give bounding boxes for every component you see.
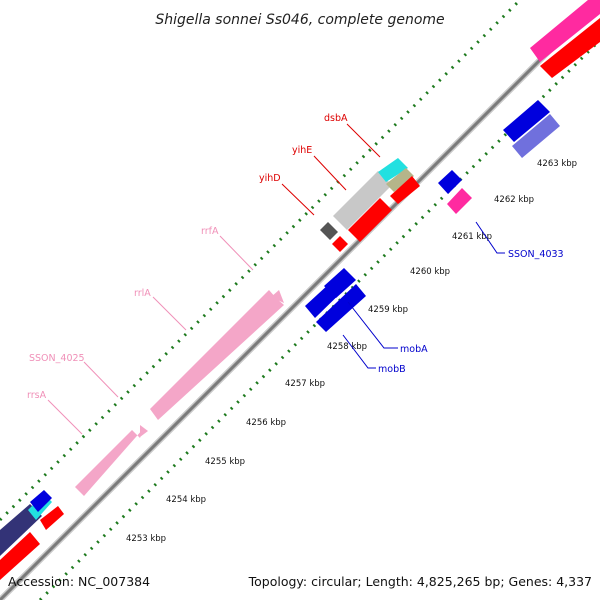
tick-label: 4262 kbp xyxy=(494,195,534,205)
gene-label-SSON_4025: SSON_4025 xyxy=(29,353,85,364)
dsbA-feature-khaki xyxy=(386,168,414,192)
red-cds-bottom-2 xyxy=(40,506,64,530)
tick-label: 4258 kbp xyxy=(327,342,367,352)
rrfA-feature xyxy=(271,290,284,303)
gene-label-rrlA: rrlA xyxy=(134,288,151,299)
yihE-feature xyxy=(333,171,392,230)
rrsA-tip xyxy=(140,425,148,437)
cds-red-2 xyxy=(348,198,392,242)
label-leaders xyxy=(47,123,505,435)
SSON_4033-feature xyxy=(438,170,462,194)
navy-cds-bottom xyxy=(0,504,42,556)
forward-features xyxy=(0,0,600,580)
pink-cds-inner xyxy=(447,188,472,214)
gene-label-mobA: mobA xyxy=(400,344,428,355)
tick-label: 4256 kbp xyxy=(246,418,286,428)
blue-cds-inner-1 xyxy=(503,100,550,142)
pink-cds-top xyxy=(530,0,600,62)
outer-tick-dots xyxy=(0,0,523,522)
blue-cds-bottom xyxy=(30,490,52,512)
tick-label: 4253 kbp xyxy=(126,534,166,544)
gene-label-yihD: yihD xyxy=(259,173,281,184)
gene-label-SSON_4033: SSON_4033 xyxy=(508,249,564,260)
cds-red-3 xyxy=(390,176,420,204)
gene-label-mobB: mobB xyxy=(378,364,406,375)
gene-label-rrfA: rrfA xyxy=(201,226,219,237)
tick-label: 4260 kbp xyxy=(410,267,450,277)
gene-label-dsbA: dsbA xyxy=(324,113,348,124)
mobA-feature xyxy=(324,268,356,298)
tick-label: 4263 kbp xyxy=(537,159,577,169)
tick-label: 4254 kbp xyxy=(166,495,206,505)
dsbA-feature-cyan xyxy=(378,158,408,182)
tick-label: 4255 kbp xyxy=(205,457,245,467)
red-cds-top xyxy=(540,18,600,78)
gene-labels: dsbA yihE yihD rrfA rrlA SSON_4025 rrsA … xyxy=(27,113,564,401)
tick-label: 4261 kbp xyxy=(452,232,492,242)
reverse-features xyxy=(305,100,560,332)
genome-summary: Topology: circular; Length: 4,825,265 bp… xyxy=(248,574,592,589)
tick-labels: 4253 kbp 4254 kbp 4255 kbp 4256 kbp 4257… xyxy=(126,159,577,544)
gene-label-rrsA: rrsA xyxy=(27,390,47,401)
cds-red-1 xyxy=(332,236,348,252)
tick-label: 4259 kbp xyxy=(368,305,408,315)
rrsA-feature xyxy=(75,429,143,496)
accession-label: Accession: NC_007384 xyxy=(8,574,150,589)
yihD-feature xyxy=(320,222,338,240)
map-title: Shigella sonnei Ss046, complete genome xyxy=(155,12,444,28)
mob-cds-2 xyxy=(316,284,366,332)
gene-label-yihE: yihE xyxy=(292,145,312,156)
light-blue-cds-inner xyxy=(512,114,560,158)
tick-label: 4257 kbp xyxy=(285,379,325,389)
rrlA-feature xyxy=(150,290,284,420)
red-cds-bottom-1 xyxy=(0,532,40,580)
